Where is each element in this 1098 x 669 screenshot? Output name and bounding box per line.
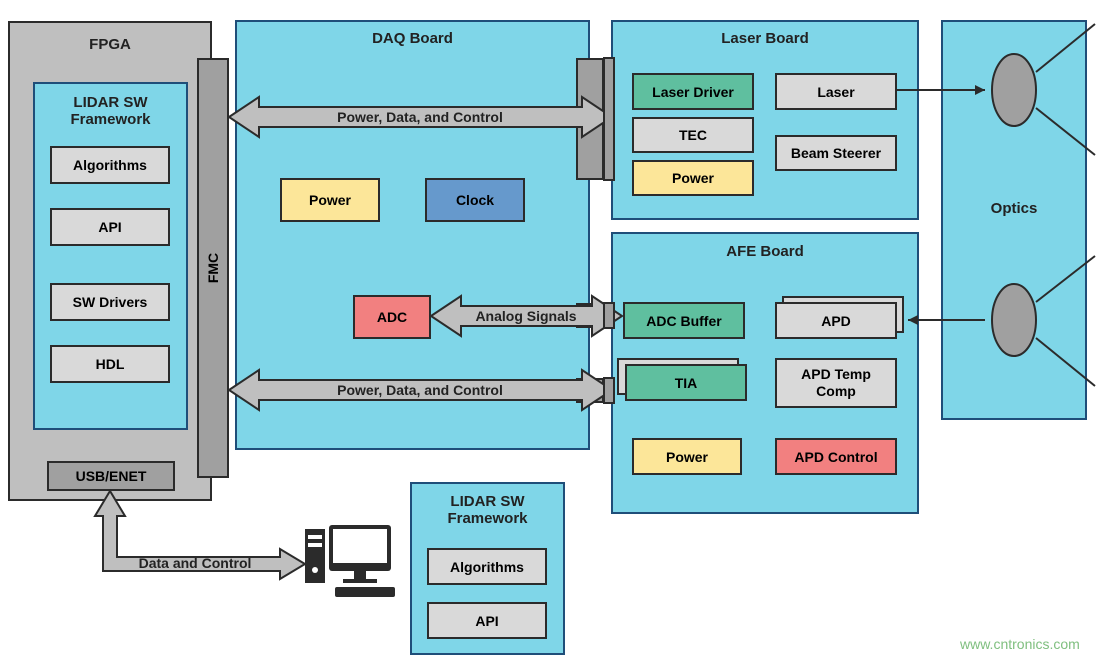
fmc-connector: FMC <box>197 58 229 478</box>
diagram-canvas: FPGA LIDAR SW Framework Algorithms API S… <box>0 0 1098 669</box>
apd-control: APD Control <box>775 438 897 475</box>
computer-icon <box>305 525 395 597</box>
daq-connector-3 <box>576 378 604 403</box>
daq-adc: ADC <box>353 295 431 339</box>
apd: APD <box>775 302 897 339</box>
fpga-sw-drivers: SW Drivers <box>50 283 170 321</box>
laser-device: Laser <box>775 73 897 110</box>
optics-title: Optics <box>941 200 1087 217</box>
optics-board <box>941 20 1087 420</box>
afe-title: AFE Board <box>611 243 919 260</box>
fpga-algorithms: Algorithms <box>50 146 170 184</box>
daq-power: Power <box>280 178 380 222</box>
laser-driver: Laser Driver <box>632 73 754 110</box>
daq-title: DAQ Board <box>235 30 590 47</box>
laser-tec: TEC <box>632 117 754 153</box>
beam-steerer: Beam Steerer <box>775 135 897 171</box>
pc-sw-title: LIDAR SW Framework <box>410 493 565 527</box>
apd-temp-comp: APD Temp Comp <box>775 358 897 408</box>
tia: TIA <box>625 364 747 401</box>
adc-buffer: ADC Buffer <box>623 302 745 339</box>
arrow-data-control-label: Data and Control <box>139 555 252 571</box>
fpga-title: FPGA <box>8 36 212 53</box>
pc-api: API <box>427 602 547 639</box>
fpga-sw-title: LIDAR SW Framework <box>33 94 188 128</box>
daq-connector-1 <box>576 58 604 180</box>
afe-power: Power <box>632 438 742 475</box>
pc-algorithms: Algorithms <box>427 548 547 585</box>
daq-connector-2 <box>576 303 604 328</box>
fpga-api: API <box>50 208 170 246</box>
laser-power: Power <box>632 160 754 196</box>
daq-board <box>235 20 590 450</box>
usb-enet: USB/ENET <box>47 461 175 491</box>
fpga-hdl: HDL <box>50 345 170 383</box>
laser-title: Laser Board <box>611 30 919 47</box>
daq-clock: Clock <box>425 178 525 222</box>
watermark: www.cntronics.com <box>960 636 1080 652</box>
